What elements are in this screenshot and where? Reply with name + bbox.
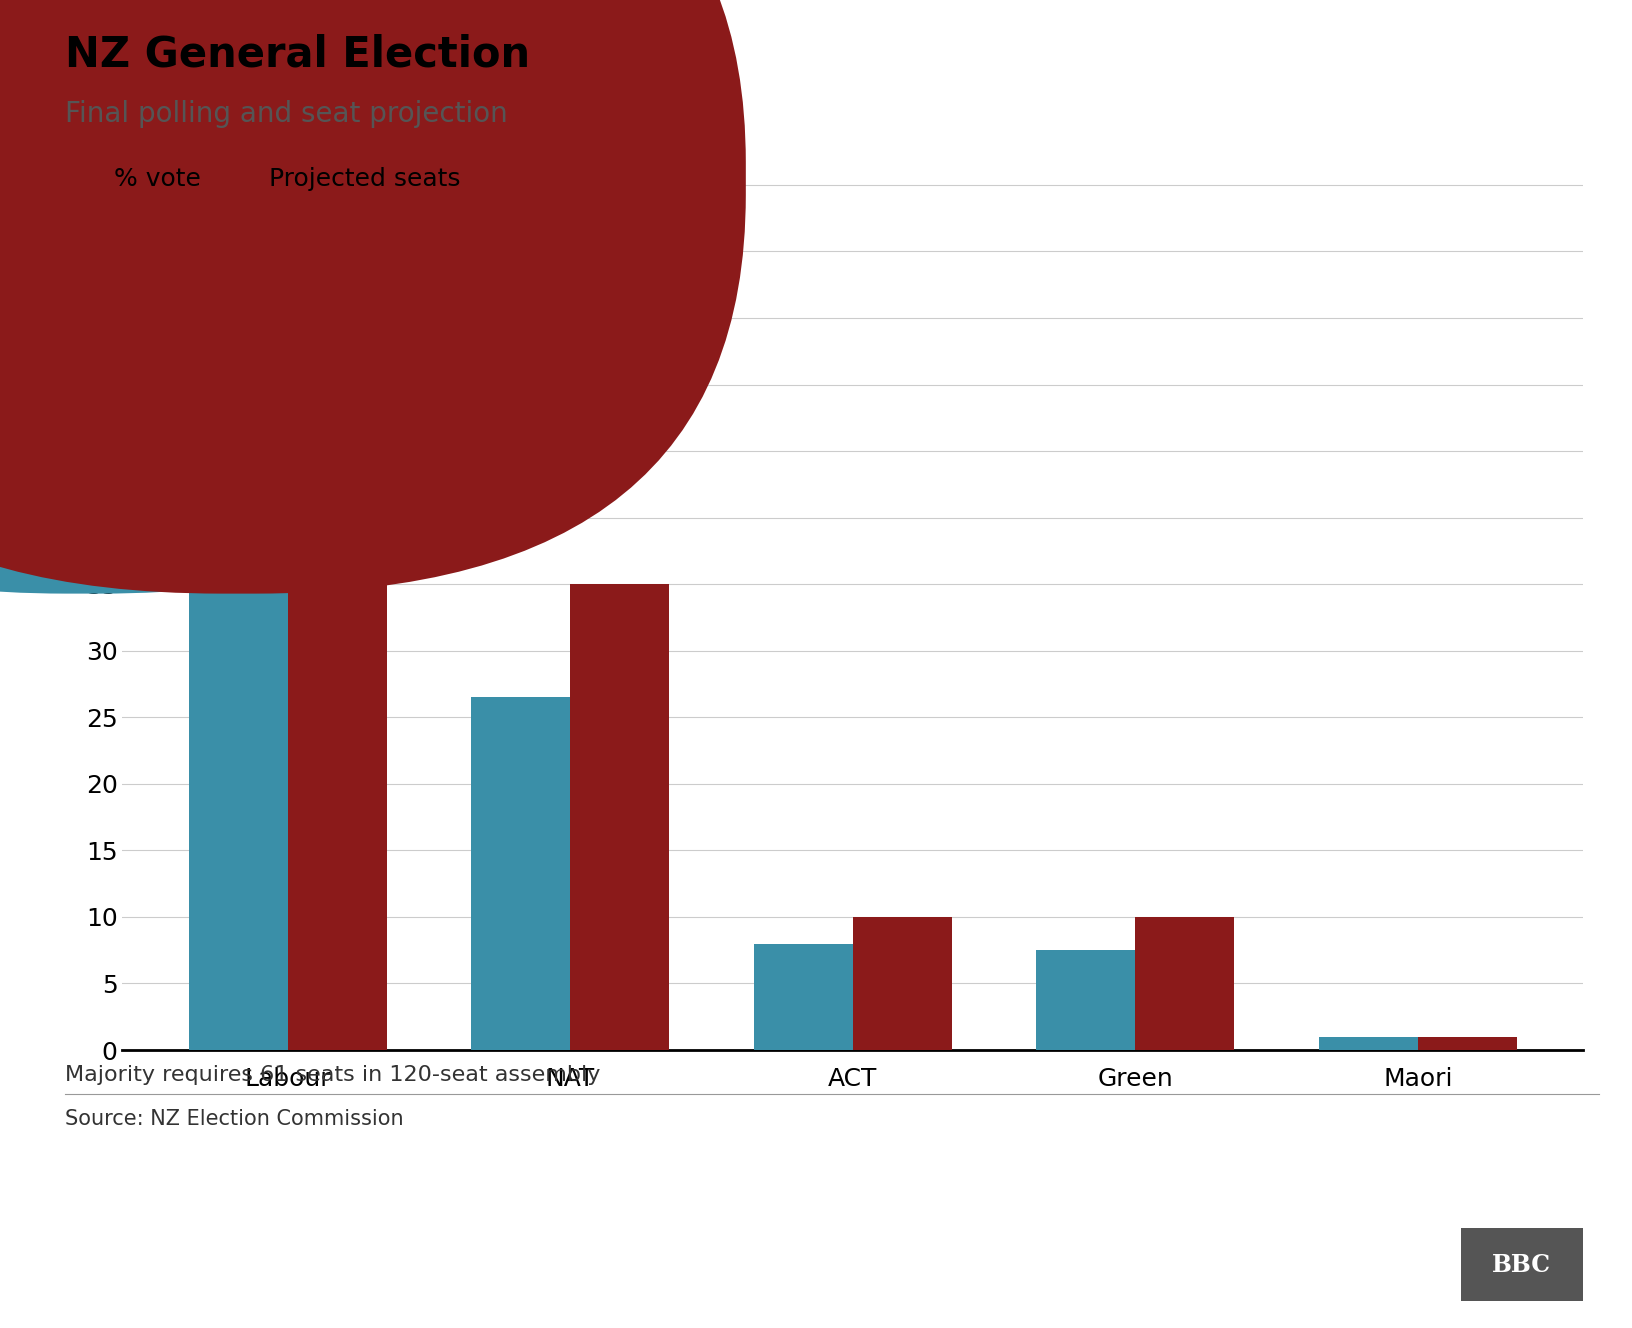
Bar (1136, 916, 1234, 1050)
Text: Projected seats: Projected seats (269, 166, 460, 191)
Text: Majority requires 61 seats in 120-seat assembly: Majority requires 61 seats in 120-seat a… (65, 1065, 601, 1085)
Bar (1036, 950, 1136, 1050)
Text: Final polling and seat projection: Final polling and seat projection (65, 100, 508, 127)
Text: NZ General Election: NZ General Election (65, 33, 530, 76)
Text: Source: NZ Election Commission: Source: NZ Election Commission (65, 1109, 403, 1129)
Bar (189, 398, 287, 1050)
Bar (1418, 1037, 1516, 1050)
Bar (472, 697, 570, 1050)
Bar (570, 584, 669, 1050)
Bar (287, 198, 387, 1050)
Bar (852, 916, 951, 1050)
Text: BBC: BBC (1492, 1252, 1552, 1278)
Bar (1319, 1037, 1418, 1050)
Bar (754, 943, 852, 1050)
Text: % vote: % vote (114, 166, 201, 191)
